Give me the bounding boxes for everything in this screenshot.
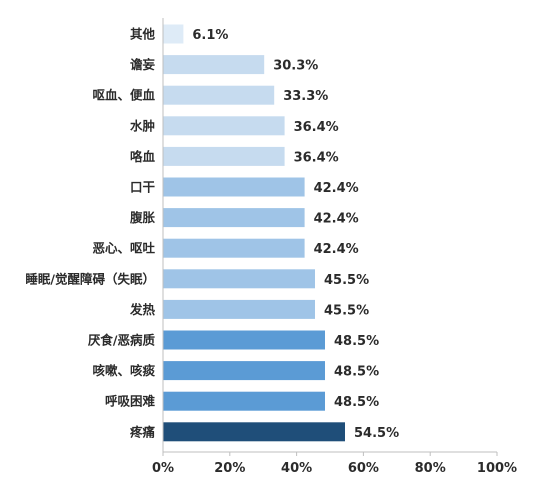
x-tick-label: 20% bbox=[214, 461, 245, 476]
category-label: 厌食/恶病质 bbox=[88, 333, 156, 348]
data-label: 30.3% bbox=[273, 59, 318, 74]
data-label: 48.5% bbox=[334, 395, 379, 410]
bar bbox=[163, 330, 325, 350]
data-label: 42.4% bbox=[314, 242, 359, 257]
category-label: 腹胀 bbox=[130, 210, 156, 225]
category-label: 谵妄 bbox=[130, 57, 156, 72]
bars-layer bbox=[163, 24, 345, 442]
category-label: 咯血 bbox=[130, 149, 156, 164]
data-label: 45.5% bbox=[324, 273, 369, 288]
bar bbox=[163, 85, 275, 105]
bar bbox=[163, 208, 305, 228]
data-label: 36.4% bbox=[294, 150, 339, 165]
bar bbox=[163, 269, 315, 289]
data-label: 54.5% bbox=[354, 426, 399, 441]
bar bbox=[163, 299, 315, 319]
category-label: 恶心、呕吐 bbox=[92, 241, 155, 256]
category-label: 口干 bbox=[130, 180, 156, 195]
bar bbox=[163, 116, 285, 136]
category-label: 疼痛 bbox=[130, 424, 156, 439]
category-label: 其他 bbox=[130, 27, 156, 42]
x-tick-label: 80% bbox=[415, 461, 446, 476]
bar bbox=[163, 391, 325, 411]
data-label: 45.5% bbox=[324, 303, 369, 318]
data-label: 48.5% bbox=[334, 334, 379, 349]
data-label: 36.4% bbox=[294, 120, 339, 135]
data-label: 42.4% bbox=[314, 181, 359, 196]
bar bbox=[163, 238, 305, 258]
bar bbox=[163, 24, 184, 44]
x-tick-label: 60% bbox=[348, 461, 379, 476]
category-label: 呕血、便血 bbox=[92, 88, 155, 103]
bar bbox=[163, 177, 305, 197]
bar bbox=[163, 422, 345, 442]
x-tick-label: 100% bbox=[477, 461, 517, 476]
x-tick-label: 0% bbox=[152, 461, 174, 476]
data-label: 42.4% bbox=[314, 212, 359, 227]
bar bbox=[163, 55, 265, 75]
x-tick-label: 40% bbox=[281, 461, 312, 476]
category-label: 发热 bbox=[129, 302, 156, 317]
category-label: 呼吸困难 bbox=[105, 394, 156, 409]
category-label: 水肿 bbox=[130, 118, 155, 133]
category-label: 睡眠/觉醒障碍（失眠） bbox=[25, 271, 155, 286]
x-axis: 0% 20% 40% 60% 80% 100% bbox=[152, 18, 517, 476]
data-label: 48.5% bbox=[334, 365, 379, 380]
bar bbox=[163, 146, 285, 166]
bar bbox=[163, 361, 325, 381]
data-label: 33.3% bbox=[283, 89, 328, 104]
category-label: 咳嗽、咳痰 bbox=[92, 363, 155, 378]
labels-layer: 其他 6.1% 谵妄 30.3% 呕血、便血 33.3% 水肿 36.4% 咯血 36.4% 口干 4… bbox=[25, 27, 399, 441]
data-label: 6.1% bbox=[192, 28, 228, 43]
